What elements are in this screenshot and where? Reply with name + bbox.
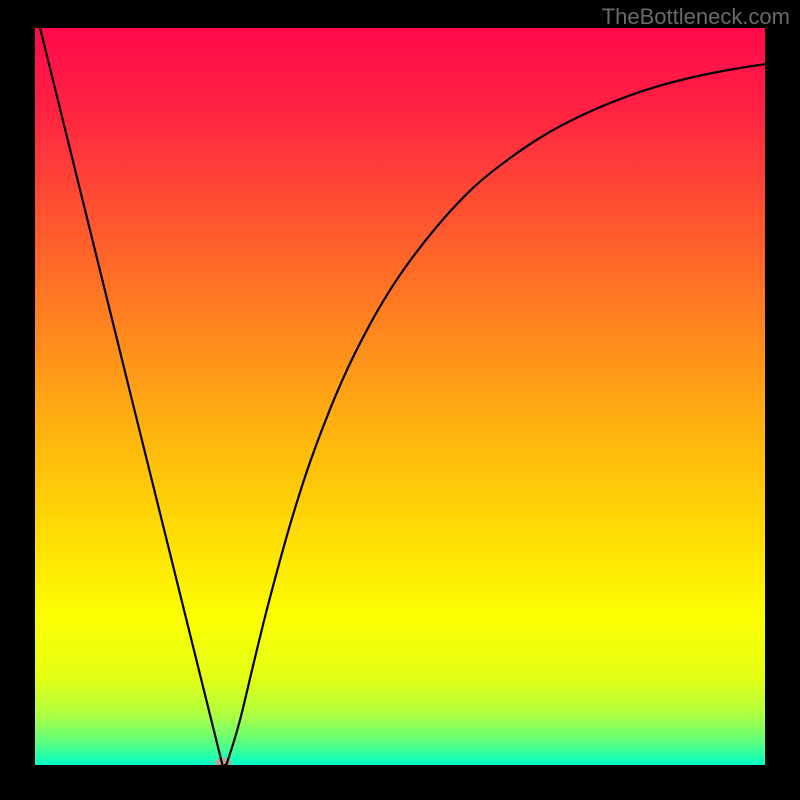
bottleneck-curve xyxy=(35,28,765,765)
chart-outer-frame: TheBottleneck.com xyxy=(0,0,800,800)
watermark-text: TheBottleneck.com xyxy=(602,4,790,30)
plot-area xyxy=(35,28,765,765)
